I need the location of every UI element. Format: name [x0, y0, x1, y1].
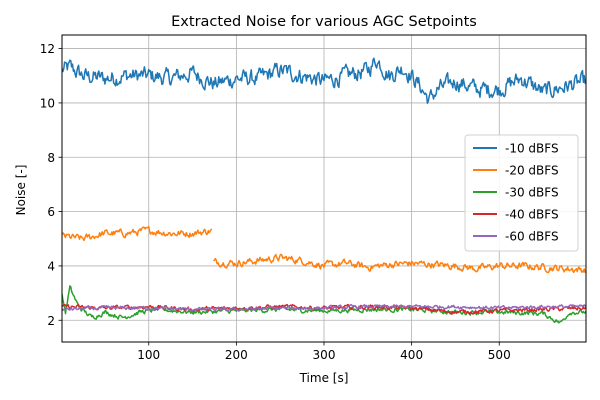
- y-axis-label: Noise [-]: [14, 165, 28, 216]
- series-line-2: [213, 253, 586, 274]
- y-axis-ticks: 2 4 6 8 10 12: [40, 42, 62, 328]
- y-tick-label: 6: [47, 205, 55, 219]
- series-line-4: [62, 303, 586, 315]
- x-tick-label: 300: [313, 348, 336, 362]
- y-tick-label: 12: [40, 42, 55, 56]
- legend-entry-label: -60 dBFS: [505, 230, 559, 244]
- y-tick-label: 2: [47, 314, 55, 328]
- series-line-1: [62, 57, 586, 104]
- y-tick-label: 8: [47, 151, 55, 165]
- chart-title: Extracted Noise for various AGC Setpoint…: [171, 14, 477, 30]
- legend-box: [464, 134, 579, 252]
- y-tick-label: 10: [40, 96, 55, 110]
- x-axis-label: Time [s]: [299, 371, 349, 385]
- plot-area: [62, 57, 586, 324]
- x-tick-label: 400: [400, 348, 423, 362]
- x-tick-label: 200: [225, 348, 248, 362]
- x-axis-ticks: 100 200 300 400 500: [137, 342, 511, 362]
- x-tick-label: 100: [137, 348, 160, 362]
- x-tick-label: 500: [488, 348, 511, 362]
- legend-entry-label: -20 dBFS: [505, 164, 559, 178]
- y-tick-label: 4: [47, 259, 55, 273]
- legend: -10 dBFS -20 dBFS -30 dBFS -40 dBFS -60 dBFS: [464, 134, 579, 252]
- legend-entry-label: -40 dBFS: [505, 208, 559, 222]
- series-line-5: [62, 303, 586, 312]
- legend-entry-label: -30 dBFS: [505, 186, 559, 200]
- series-line-2: [62, 225, 213, 242]
- legend-entry-label: -10 dBFS: [505, 142, 559, 156]
